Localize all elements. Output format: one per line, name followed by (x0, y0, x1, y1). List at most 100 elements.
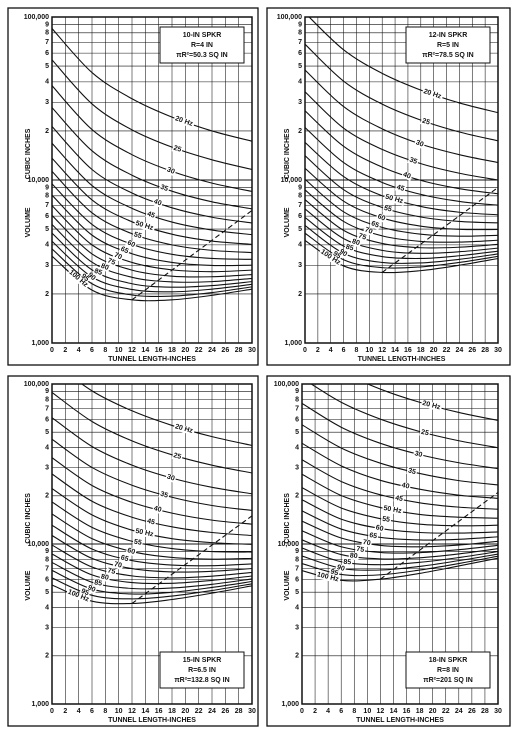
curve-label-bg (406, 467, 418, 477)
x-axis-title: TUNNEL LENGTH-INCHES (358, 356, 446, 363)
curve (52, 553, 252, 585)
curve-label: 40 (402, 171, 412, 180)
note-text: 10-IN SPKR (183, 32, 222, 39)
x-tick-label: 2 (63, 347, 67, 354)
curve (52, 107, 252, 210)
curve-label-bg (105, 567, 117, 577)
curve-label: 75 (106, 257, 116, 266)
curve-label: 45 (146, 211, 156, 220)
curve (52, 417, 252, 495)
curve-label: 85 (345, 244, 354, 253)
curve (302, 539, 498, 560)
y-tick-label: 8 (298, 193, 302, 200)
x-tick-label: 10 (365, 347, 373, 354)
x-tick-label: 12 (377, 708, 385, 715)
curve (52, 524, 252, 567)
y-tick-label: 1,000 (281, 701, 299, 708)
y-tick-label: 4 (45, 605, 49, 612)
curve-label-bg (382, 204, 394, 214)
curve-label: 65 (119, 246, 129, 256)
curve-label: 60 (126, 239, 136, 249)
curve-label: 90 (338, 248, 348, 258)
curve-label-bg (336, 247, 350, 260)
y-tick-label: 1,000 (284, 340, 302, 347)
x-tick-label: 6 (339, 708, 343, 715)
curve-label: 75 (357, 232, 367, 241)
note-text: 18-IN SPKR (429, 657, 468, 664)
y-tick-label: 5 (45, 63, 49, 70)
curve-label-bg (112, 560, 124, 570)
x-tick-label: 24 (208, 708, 216, 715)
x-tick-label: 0 (303, 347, 307, 354)
panel-frame (266, 7, 511, 366)
curve-label: 40 (401, 482, 410, 491)
curve-label: 55 (382, 516, 391, 524)
curve-label: 85 (343, 559, 351, 567)
x-tick-label: 18 (168, 708, 176, 715)
y-tick-label: 7 (45, 39, 49, 46)
y-tick-label: 5 (45, 589, 49, 596)
curve-label: 85 (93, 268, 103, 277)
y-tick-label: 3 (298, 262, 302, 269)
x-tick-label: 24 (208, 347, 216, 354)
x-tick-label: 28 (235, 708, 243, 715)
x-tick-label: 18 (417, 347, 425, 354)
y-tick-label: 7 (45, 202, 49, 209)
curve-label: 55 (133, 231, 142, 240)
y-tick-label: 2 (295, 493, 299, 500)
curve-label-bg (111, 251, 124, 262)
x-tick-label: 0 (50, 347, 54, 354)
curve-label: 45 (396, 184, 406, 193)
curve-label: 30 (414, 450, 424, 459)
curve (305, 208, 498, 254)
curve-label: 25 (421, 118, 431, 127)
x-tick-label: 12 (378, 347, 386, 354)
curve-label-bg (151, 197, 164, 208)
y-tick-label: 2 (45, 493, 49, 500)
y-tick-label: 3 (295, 465, 299, 472)
note-text: R=6.5 IN (188, 667, 216, 674)
curve-label-bg (125, 546, 137, 557)
curve (52, 85, 252, 192)
y-tick-label: 8 (45, 193, 49, 200)
curve (305, 199, 498, 249)
y-tick-label: 8 (295, 396, 299, 403)
x-tick-label: 0 (300, 708, 304, 715)
curve (52, 170, 252, 254)
curve-label: 60 (376, 213, 386, 223)
curve-label-bg (105, 257, 118, 268)
y-tick-label: 100,000 (24, 381, 49, 388)
x-tick-label: 26 (221, 347, 229, 354)
curve-label-bg (85, 271, 98, 283)
x-tick-label: 28 (481, 708, 489, 715)
y-tick-label: 100,000 (277, 14, 302, 21)
plot-border (51, 16, 253, 344)
y-tick-label: 5 (295, 429, 299, 436)
curve-label-bg (164, 473, 177, 483)
y-tick-label: 5 (45, 226, 49, 233)
x-tick-label: 8 (103, 347, 107, 354)
curve-label: 60 (375, 524, 384, 533)
curve-label-bg (132, 231, 144, 241)
y-tick-label: 7 (298, 202, 302, 209)
curve-label-bg (348, 552, 360, 561)
curve-label-bg (171, 144, 184, 155)
curve-label: 70 (113, 561, 122, 570)
curve-label: 80 (349, 552, 358, 560)
y-tick-label: 4 (295, 605, 299, 612)
curve-label-bg (354, 545, 366, 555)
y-tick-label: 6 (298, 50, 302, 57)
x-tick-label: 12 (128, 708, 136, 715)
curve-label: 90 (86, 272, 97, 282)
y-axis-title: CUBIC INCHES (284, 128, 291, 179)
y-tick-label: 3 (295, 625, 299, 632)
x-tick-label: 16 (155, 347, 163, 354)
y-tick-label: 6 (45, 213, 49, 220)
x-tick-label: 2 (63, 708, 67, 715)
curve-label-bg (413, 138, 426, 150)
x-axis-title: TUNNEL LENGTH-INCHES (356, 717, 444, 724)
y-tick-label: 2 (45, 653, 49, 660)
curve-label: 95 (331, 250, 341, 260)
